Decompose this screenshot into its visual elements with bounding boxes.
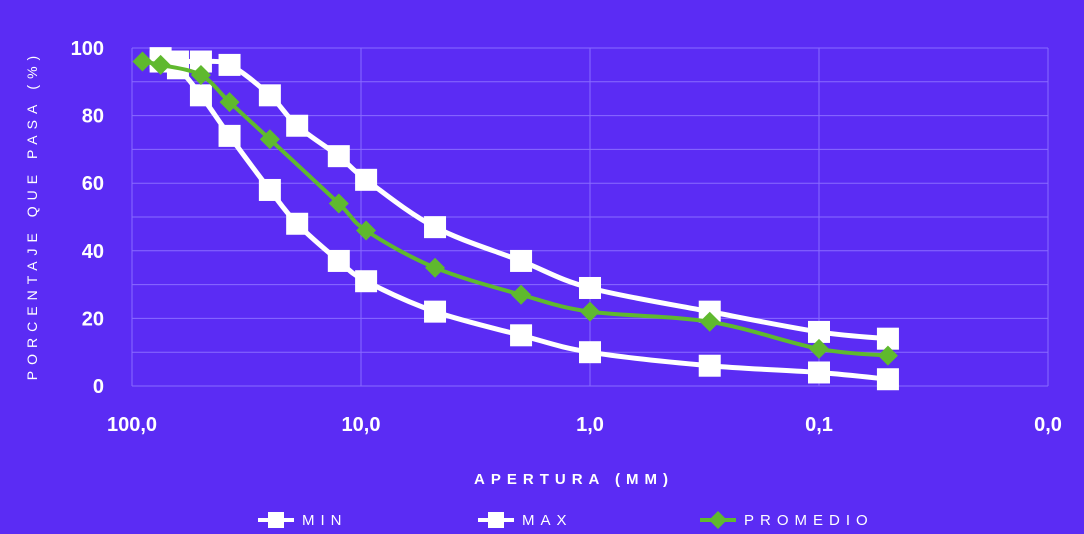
y-tick-label: 20 [82,308,104,330]
data-point-min [876,368,899,391]
data-point-min [698,354,721,377]
x-tick-label: 0,1 [805,414,833,436]
data-point-max [579,276,601,299]
data-point-min [424,300,447,323]
y-tick-label: 60 [82,173,104,195]
x-tick-label: 100,0 [107,414,157,436]
data-point-max [286,114,309,137]
legend-label: PROMEDIO [744,512,874,529]
data-point-max [698,300,721,323]
data-point-promedio [328,193,349,214]
data-point-min [218,124,241,147]
y-tick-label: 40 [82,241,104,263]
data-point-min [355,270,378,293]
data-point-promedio [150,54,171,75]
data-point-promedio [877,345,898,366]
legend-swatch-marker [488,512,504,528]
data-point-max [218,53,241,76]
series-max [149,47,899,350]
data-point-promedio [356,220,377,241]
legend-label: MAX [522,512,573,529]
data-point-max [327,145,350,168]
data-point-min [286,212,309,235]
y-axis-title: PORCENTAJE QUE PASA (%) [24,50,40,380]
data-point-promedio [699,311,720,332]
data-point-max [258,84,281,107]
y-tick-label: 80 [82,106,104,128]
data-point-promedio [219,92,240,113]
legend-label: MIN [302,512,348,529]
series-line-promedio [140,59,890,358]
legend-swatch-marker [268,512,284,528]
legend: MIN MAX PROMEDIO [258,511,874,529]
data-point-min [258,178,281,201]
data-point-promedio [259,129,280,150]
legend-item-min: MIN [258,512,348,529]
data-point-promedio [190,65,211,86]
data-point-max [424,216,447,239]
data-point-promedio [425,257,446,278]
x-tick-label: 0,0 [1034,414,1062,436]
data-point-promedio [132,51,153,72]
data-point-max [876,327,899,350]
x-tick-label: 10,0 [342,414,381,436]
data-point-max [355,168,378,191]
legend-item-max: MAX [478,512,573,529]
x-tick-label: 1,0 [576,414,604,436]
data-point-min [510,324,533,347]
data-point-min [808,361,830,384]
legend-item-promedio: PROMEDIO [700,511,874,529]
y-tick-label: 100 [71,38,104,60]
data-point-min [327,249,350,272]
data-point-max [510,249,533,272]
grid [131,47,1049,387]
series-layer [132,47,899,391]
x-axis-ticks: 100,0 10,0 1,0 0,1 0,0 [107,414,1062,436]
y-axis-ticks: 0 20 40 60 80 100 [71,38,104,398]
data-point-promedio [809,338,829,359]
data-point-promedio [511,284,532,305]
data-point-max [808,320,830,343]
data-point-promedio [580,301,600,322]
data-point-min [189,84,212,107]
data-point-min [579,341,601,364]
y-tick-label: 0 [93,376,104,398]
data-point-max [189,50,212,73]
x-axis-title: APERTURA (MM) [474,471,674,488]
series-promedio [132,51,898,366]
legend-swatch-marker [709,511,727,529]
